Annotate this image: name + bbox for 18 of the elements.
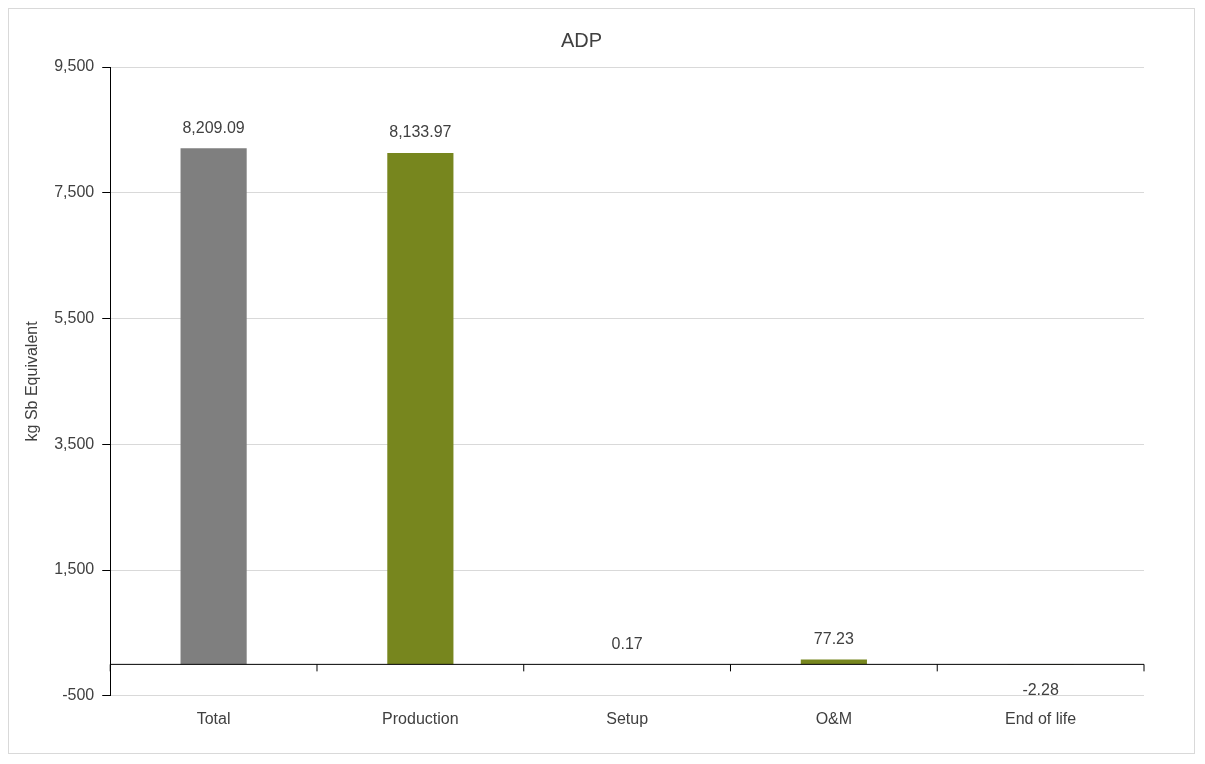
x-tick-label: Setup [606, 709, 649, 727]
x-tick-label: Total [196, 709, 231, 727]
y-tick-label: 1,500 [54, 560, 95, 578]
x-tick-label: Production [382, 709, 459, 727]
data-label: 77.23 [813, 629, 854, 647]
y-axis-title: kg Sb Equivalent [23, 320, 41, 442]
y-tick-label: -500 [62, 686, 95, 704]
y-tick-label: 3,500 [54, 434, 95, 452]
data-label: 8,209.09 [182, 118, 245, 136]
chart-title: ADP [560, 28, 603, 51]
y-tick-label: 9,500 [54, 57, 95, 75]
data-label: 0.17 [611, 634, 643, 652]
data-label: 8,133.97 [389, 123, 452, 141]
x-tick-label: End of life [1005, 709, 1077, 727]
y-tick-label: 5,500 [54, 308, 95, 326]
data-label: -2.28 [1022, 680, 1059, 698]
y-tick-label: 7,500 [54, 183, 95, 201]
x-tick-label: O&M [815, 709, 853, 727]
